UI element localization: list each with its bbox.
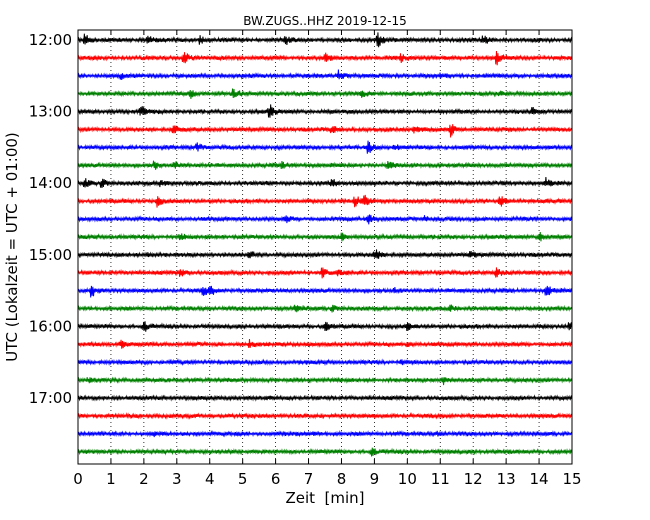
- trace-row-1415: [77, 194, 573, 208]
- trace-row-1615: [77, 338, 573, 349]
- trace-row-1300: [77, 104, 573, 118]
- x-tick-label: 0: [73, 470, 83, 488]
- x-tick-label: 10: [398, 470, 417, 488]
- trace-row-1215: [77, 50, 573, 66]
- trace-row-1200: [77, 32, 573, 48]
- trace-rows: [77, 32, 573, 457]
- y-tick-labels: 12:00 13:00 14:00 15:00 16:00 17:00: [29, 31, 72, 407]
- trace-row-1600: [77, 321, 573, 332]
- trace-row-1700: [77, 394, 573, 402]
- chart-title: BW.ZUGS..HHZ 2019-12-15: [243, 14, 406, 28]
- x-tick-label: 1: [106, 470, 116, 488]
- trace-row-1645: [77, 376, 573, 386]
- x-tick-label: 4: [205, 470, 215, 488]
- x-axis-title: Zeit [min]: [285, 489, 364, 507]
- x-tick-label: 11: [431, 470, 450, 488]
- x-tick-label: 3: [172, 470, 182, 488]
- vertical-grid: [110, 30, 540, 464]
- trace-row-1630: [77, 358, 573, 367]
- trace-row-1445: [77, 232, 573, 242]
- axis-ticks: [77, 30, 573, 464]
- x-tick-label: 15: [562, 470, 581, 488]
- y-tick-label: 12:00: [29, 31, 72, 49]
- x-tick-label: 2: [139, 470, 149, 488]
- x-tick-label: 5: [238, 470, 248, 488]
- y-tick-label: 14:00: [29, 174, 72, 192]
- trace-row-1245: [77, 88, 573, 99]
- trace-row-1545: [77, 304, 573, 313]
- x-tick-labels: 0 1 2 3 4 5 6 7 8 9 10 11 12 13 14 15: [73, 470, 581, 488]
- trace-row-1515: [77, 267, 573, 279]
- trace-row-1330: [77, 140, 573, 154]
- x-tick-label: 6: [271, 470, 281, 488]
- y-tick-label: 15:00: [29, 246, 72, 264]
- x-tick-label: 8: [337, 470, 347, 488]
- x-tick-label: 12: [464, 470, 483, 488]
- x-tick-label: 9: [370, 470, 380, 488]
- x-tick-label: 13: [497, 470, 516, 488]
- x-tick-label: 7: [304, 470, 314, 488]
- trace-row-1530: [77, 285, 573, 298]
- trace-row-1345: [77, 160, 573, 170]
- y-tick-label: 13:00: [29, 103, 72, 121]
- trace-row-1230: [77, 69, 573, 81]
- y-tick-label: 17:00: [29, 389, 72, 407]
- trace-row-1715: [77, 412, 573, 420]
- trace-row-1730: [77, 429, 573, 438]
- trace-row-1400: [77, 176, 573, 189]
- trace-row-1500: [77, 249, 573, 259]
- y-tick-label: 16:00: [29, 317, 72, 335]
- x-tick-label: 14: [530, 470, 549, 488]
- trace-row-1745: [77, 447, 573, 457]
- trace-row-1315: [77, 124, 573, 138]
- plot-frame: [77, 29, 573, 465]
- y-axis-title: UTC (Lokalzeit = UTC + 01:00): [3, 132, 21, 362]
- trace-row-1430: [77, 214, 573, 225]
